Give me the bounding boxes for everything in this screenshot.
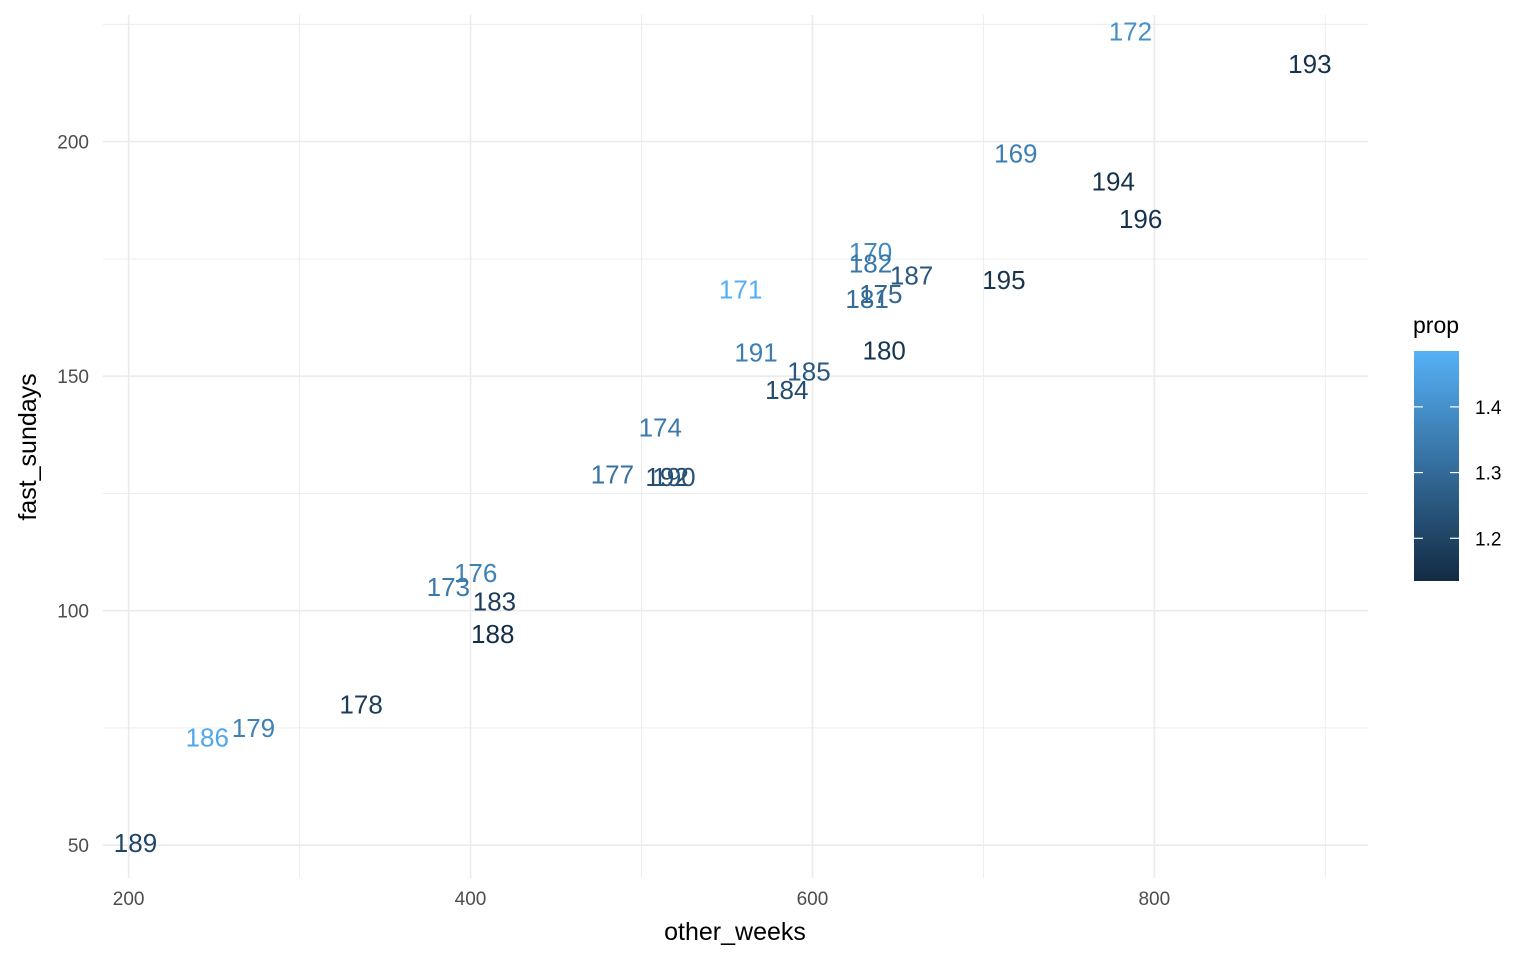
colorbar bbox=[1414, 351, 1459, 581]
point-label: 174 bbox=[639, 413, 682, 443]
y-axis-title: fast_sundays bbox=[14, 373, 42, 520]
point-label: 169 bbox=[994, 138, 1037, 168]
colorbar-tick-label: 1.2 bbox=[1475, 529, 1501, 550]
point-label: 181 bbox=[845, 284, 888, 314]
point-label: 183 bbox=[473, 586, 516, 616]
point-label: 182 bbox=[849, 249, 892, 279]
point-label: 192 bbox=[645, 462, 688, 492]
point-label: 170 bbox=[849, 237, 892, 267]
x-tick-label: 800 bbox=[1138, 889, 1170, 910]
x-axis-ticks: 200 400 600 800 bbox=[113, 889, 1170, 910]
point-label: 179 bbox=[232, 713, 275, 743]
point-label: 184 bbox=[765, 375, 808, 405]
point-label: 193 bbox=[1288, 49, 1331, 79]
colorbar-ticks: 1.2 1.3 1.4 bbox=[1414, 398, 1502, 550]
y-tick-label: 150 bbox=[57, 367, 89, 388]
grid bbox=[103, 15, 1368, 878]
point-label: 194 bbox=[1092, 167, 1135, 197]
point-label: 175 bbox=[859, 279, 902, 309]
point-label: 195 bbox=[982, 265, 1025, 295]
point-label: 189 bbox=[114, 828, 157, 858]
colorbar-tick-label: 1.3 bbox=[1475, 464, 1501, 485]
point-label: 196 bbox=[1119, 204, 1162, 234]
y-tick-label: 100 bbox=[57, 602, 89, 623]
x-tick-label: 200 bbox=[113, 889, 145, 910]
point-label: 177 bbox=[591, 460, 634, 490]
y-tick-label: 200 bbox=[57, 133, 89, 154]
point-label: 180 bbox=[863, 335, 906, 365]
point-label: 188 bbox=[471, 619, 514, 649]
x-tick-label: 400 bbox=[455, 889, 487, 910]
point-label: 171 bbox=[719, 274, 762, 304]
legend: prop 1.2 1.3 1.4 bbox=[1413, 312, 1502, 581]
legend-title: prop bbox=[1413, 312, 1459, 338]
y-tick-label: 50 bbox=[68, 836, 89, 857]
point-label: 173 bbox=[427, 572, 470, 602]
point-label: 176 bbox=[454, 558, 497, 588]
point-label: 185 bbox=[787, 356, 830, 386]
point-label: 172 bbox=[1109, 16, 1152, 46]
point-label: 190 bbox=[652, 462, 695, 492]
point-label: 187 bbox=[890, 260, 933, 290]
point-label: 191 bbox=[734, 338, 777, 368]
colorbar-tick-label: 1.4 bbox=[1475, 398, 1502, 419]
x-axis-title: other_weeks bbox=[664, 918, 806, 946]
point-label: 186 bbox=[186, 722, 229, 752]
y-axis-ticks: 50 100 150 200 bbox=[57, 133, 89, 858]
point-label: 178 bbox=[339, 689, 382, 719]
x-tick-label: 600 bbox=[797, 889, 829, 910]
